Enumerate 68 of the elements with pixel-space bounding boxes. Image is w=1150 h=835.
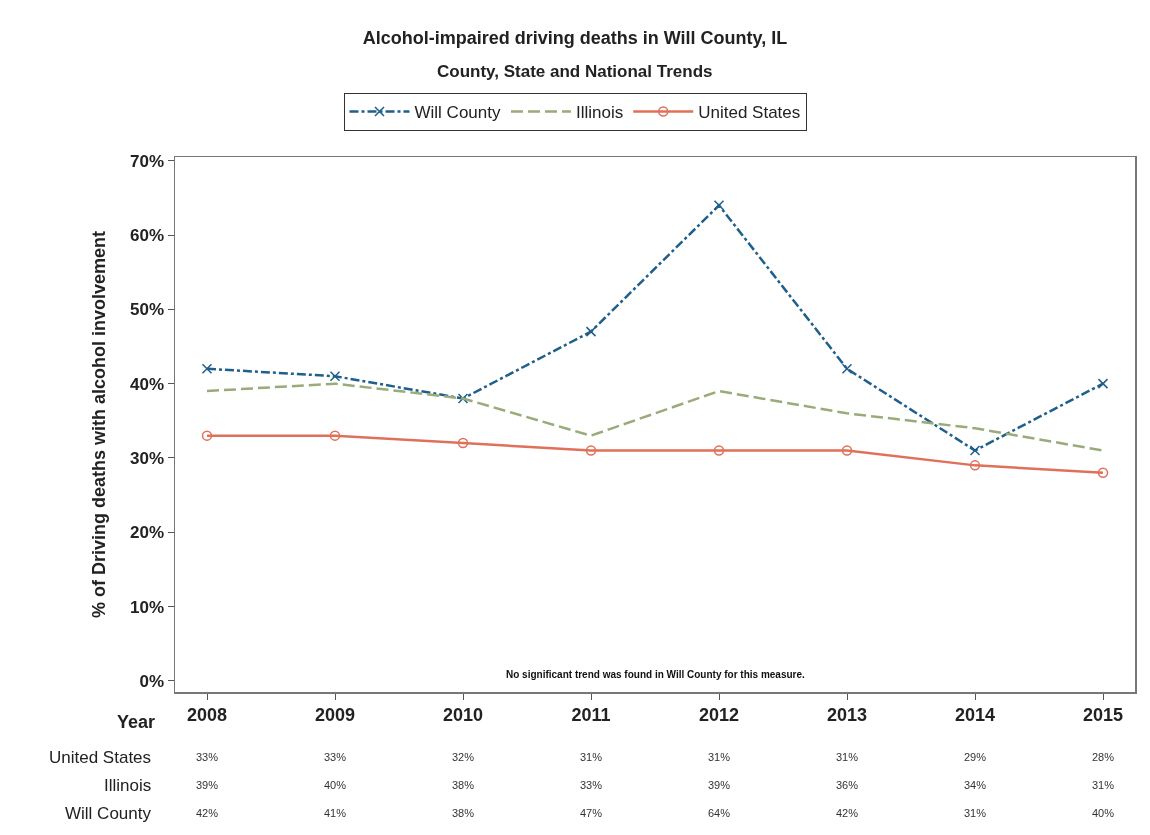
point (841, 445, 853, 456)
data-label: 38% (452, 779, 475, 791)
annotation: No significant trend was found in Will County for this measure. (506, 669, 806, 680)
data-label: 39% (708, 779, 731, 791)
data-label: 39% (196, 779, 219, 791)
data-label: 33% (580, 779, 603, 791)
y-tick-label: 70% (130, 151, 165, 171)
y-axis-title: % of Driving deaths with alcohol involvement (88, 230, 109, 619)
y-tick-label: 50% (130, 300, 165, 320)
point (457, 393, 469, 404)
text: Illinois (104, 776, 152, 795)
point (585, 445, 597, 456)
y-tick-label: 60% (130, 225, 165, 245)
point (969, 445, 981, 456)
y-tick-label: 20% (130, 523, 165, 543)
x-tick-label: 2011 (571, 705, 611, 726)
point (969, 460, 981, 471)
data-label: 33% (196, 751, 219, 763)
x-tick-label: 2015 (1082, 705, 1124, 726)
point (329, 370, 341, 382)
data-label: 41% (324, 807, 347, 819)
point (457, 437, 469, 449)
data-label: 32% (452, 751, 475, 763)
data-label: 36% (836, 779, 859, 791)
x-tick-label: 2010 (442, 705, 484, 726)
x-tick-label: 2009 (314, 705, 356, 726)
data-label: 42% (836, 807, 859, 819)
data-label: 28% (1092, 751, 1115, 763)
data-label: 33% (324, 751, 347, 763)
data-label: 42% (196, 807, 219, 819)
data-label: 31% (964, 807, 987, 819)
y-tick-label: 0% (139, 671, 165, 691)
legend-label: Illinois (575, 103, 624, 123)
y-tick-label: 10% (130, 597, 165, 617)
point (329, 430, 341, 441)
data-label: 31% (708, 751, 731, 763)
legend-label: United States (698, 103, 801, 123)
point (201, 363, 213, 375)
point (585, 326, 597, 337)
data-label: 40% (1092, 807, 1115, 819)
data-label: 31% (580, 751, 603, 763)
data-label: 40% (324, 779, 347, 791)
x-tick-label: 2014 (954, 705, 996, 726)
chart-subtitle: County, State and National Trends (437, 62, 713, 81)
text: United States (49, 748, 152, 767)
data-label: 34% (964, 779, 987, 791)
point (1097, 378, 1109, 389)
data-label: 38% (452, 807, 475, 819)
x-axis-title: Year (117, 712, 156, 732)
point (713, 200, 725, 211)
data-label: 64% (708, 807, 731, 819)
x-tick-label: 2012 (698, 705, 740, 726)
point (713, 445, 725, 456)
line-series (205, 382, 1105, 452)
text: Will County (65, 804, 151, 823)
point (1097, 467, 1109, 479)
x-tick-label: 2013 (826, 705, 868, 726)
chart-title: Alcohol-impaired driving deaths in Will County, IL (362, 28, 788, 49)
x-tick-label: 2008 (186, 705, 228, 726)
data-label: 31% (836, 751, 859, 763)
data-label: 29% (964, 751, 987, 763)
y-tick-label: 30% (130, 448, 165, 468)
point (841, 363, 853, 375)
data-label: 47% (580, 807, 603, 819)
y-tick-label: 40% (130, 374, 165, 394)
data-label: 31% (1092, 779, 1115, 791)
legend-label: Will County (414, 103, 501, 123)
point (201, 430, 213, 441)
